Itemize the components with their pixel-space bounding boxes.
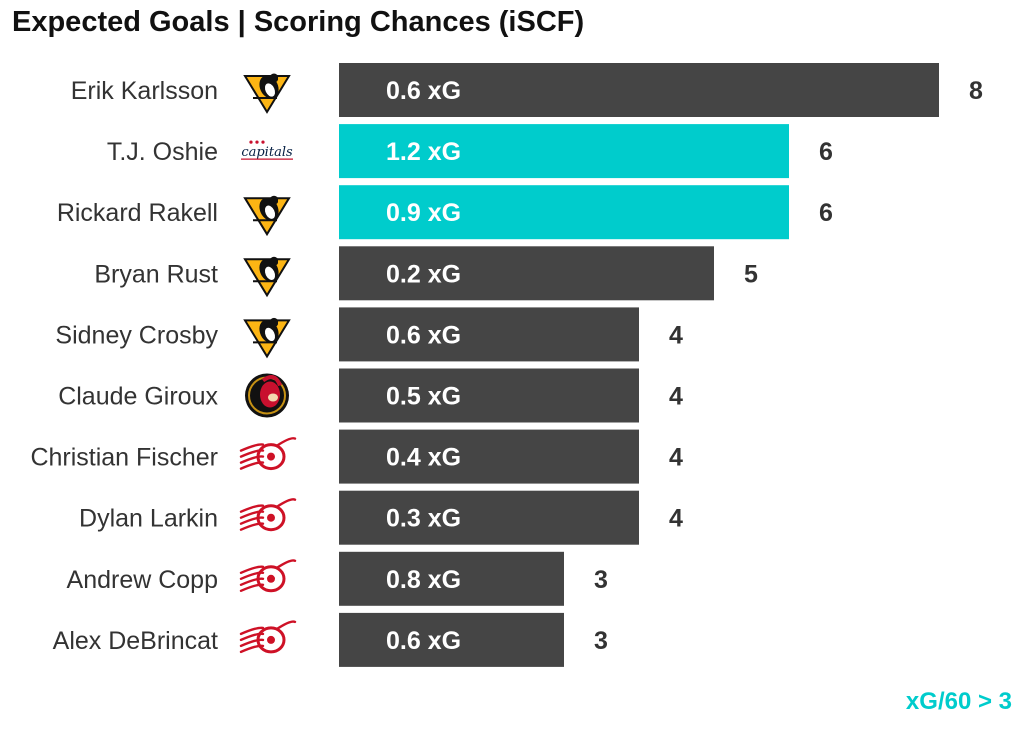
value-label: 4 — [669, 444, 683, 472]
value-label: 3 — [594, 627, 608, 655]
svg-text:capitals: capitals — [241, 145, 293, 160]
bar-xg-label: 0.5 xG — [386, 383, 461, 411]
bar — [339, 185, 789, 240]
bar — [339, 368, 639, 423]
category-label: Bryan Rust — [94, 260, 218, 288]
value-label: 4 — [669, 383, 683, 411]
value-label: 3 — [594, 566, 608, 594]
bar — [339, 490, 639, 545]
category-label: Christian Fischer — [30, 444, 218, 472]
value-label: 5 — [744, 260, 758, 288]
penguins-logo-icon — [243, 73, 291, 114]
value-label: 6 — [819, 138, 833, 166]
bar — [339, 612, 564, 667]
category-label: Rickard Rakell — [57, 199, 218, 227]
bar — [339, 124, 789, 179]
red-wings-logo-icon — [239, 498, 297, 532]
value-label: 4 — [669, 505, 683, 533]
category-label: Andrew Copp — [67, 566, 218, 594]
penguins-logo-icon — [243, 195, 291, 237]
bar-xg-label: 0.4 xG — [386, 444, 461, 472]
bar — [339, 307, 639, 362]
bar-xg-label: 0.6 xG — [386, 627, 461, 655]
value-label: 8 — [969, 77, 983, 105]
senators-logo-icon — [245, 373, 289, 418]
penguins-logo-icon — [243, 317, 291, 359]
category-label: Sidney Crosby — [55, 321, 218, 349]
penguins-logo-icon — [243, 256, 291, 298]
bar — [339, 429, 639, 484]
category-label: Claude Giroux — [58, 383, 218, 411]
bar-xg-label: 0.6 xG — [386, 77, 461, 105]
category-label: T.J. Oshie — [107, 138, 218, 166]
bar — [339, 246, 714, 301]
red-wings-logo-icon — [239, 559, 297, 593]
bar — [339, 63, 939, 117]
red-wings-logo-icon — [239, 620, 297, 654]
bar-xg-label: 0.3 xG — [386, 505, 461, 533]
bar-xg-label: 1.2 xG — [386, 138, 461, 166]
bar-xg-label: 0.6 xG — [386, 321, 461, 349]
category-label: Dylan Larkin — [79, 505, 218, 533]
bar-xg-label: 0.9 xG — [386, 199, 461, 227]
filter-footnote: xG/60 > 3 — [905, 688, 1012, 715]
bar-xg-label: 0.8 xG — [386, 566, 461, 594]
value-label: 4 — [669, 321, 683, 349]
chart-title: Expected Goals | Scoring Chances (iSCF) — [12, 6, 585, 38]
value-label: 6 — [819, 199, 833, 227]
bar — [339, 551, 564, 606]
category-label: Alex DeBrincat — [53, 627, 218, 655]
category-label: Erik Karlsson — [71, 77, 218, 105]
red-wings-logo-icon — [239, 437, 297, 471]
bar-xg-label: 0.2 xG — [386, 260, 461, 288]
capitals-logo-icon: capitals — [241, 140, 293, 160]
